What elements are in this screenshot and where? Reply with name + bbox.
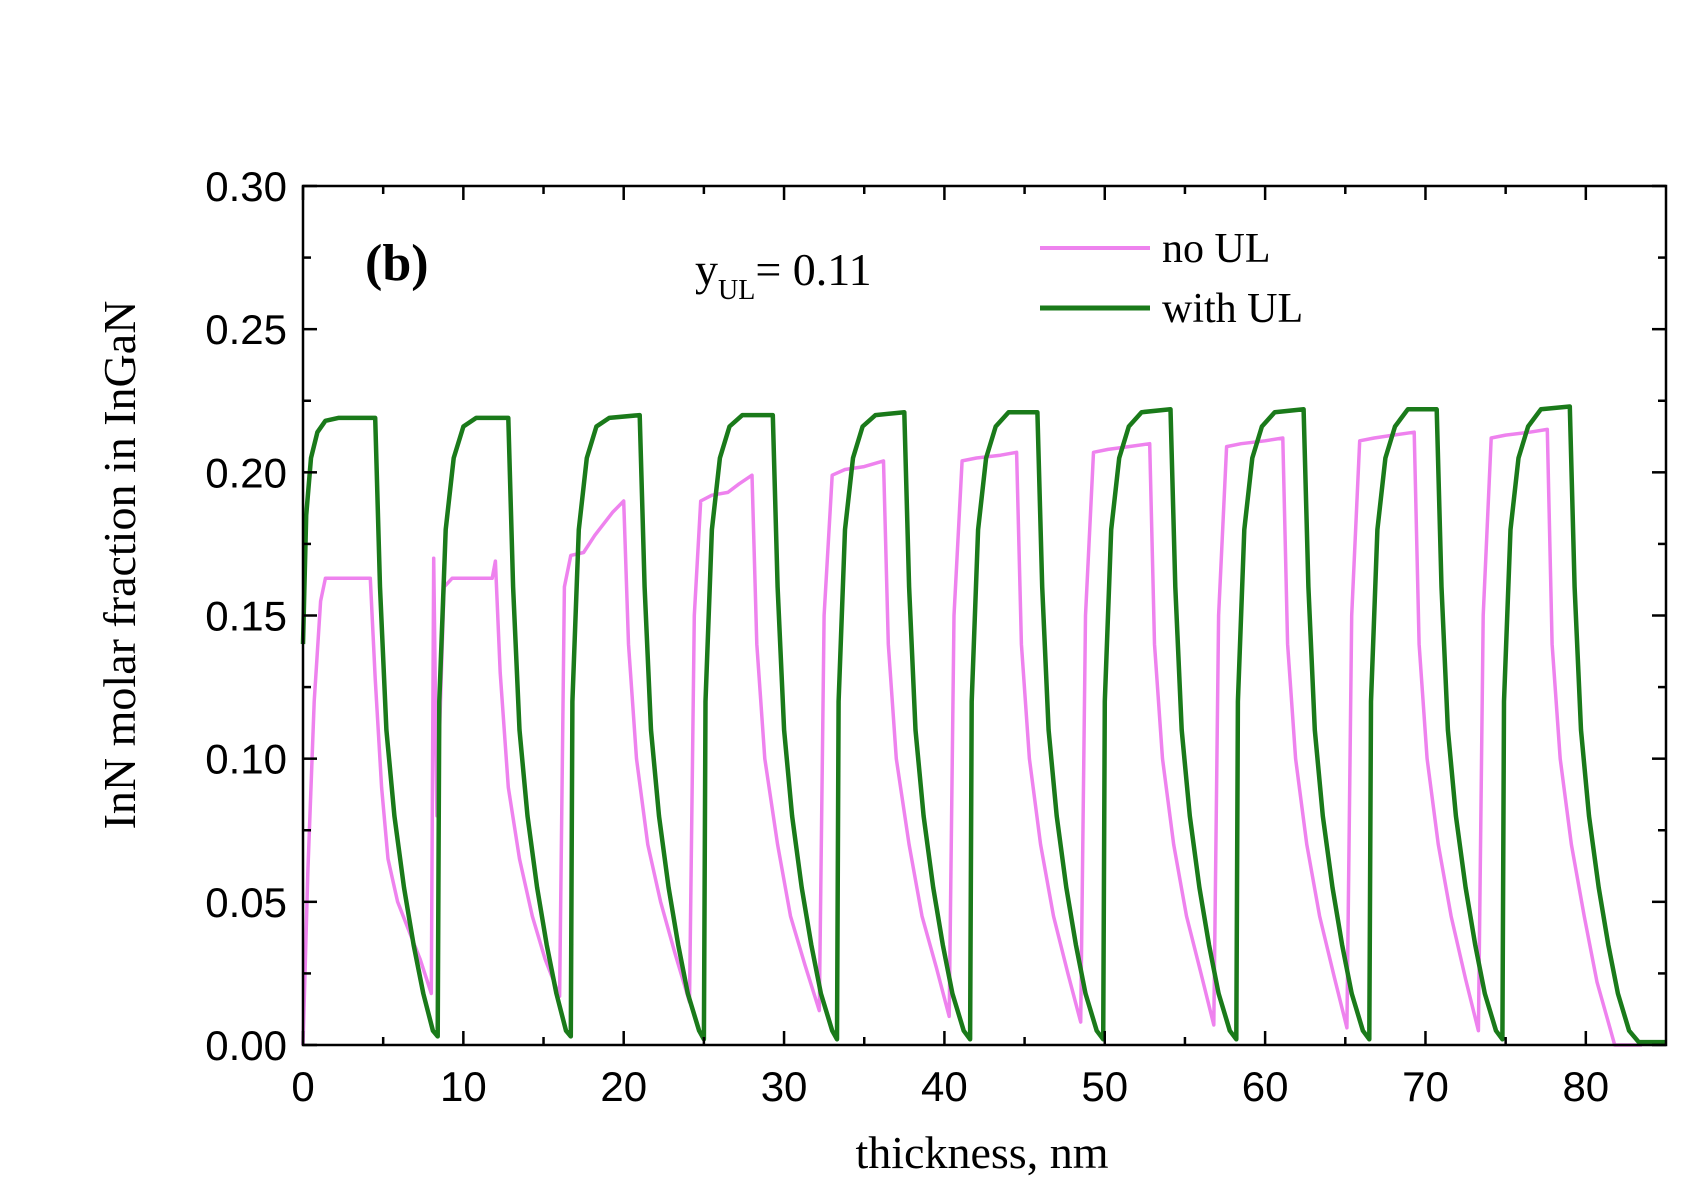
plot-area bbox=[300, 404, 1666, 1047]
series-line-no-ul bbox=[301, 427, 1642, 1047]
x-tick-label: 70 bbox=[1402, 1063, 1449, 1110]
legend: no UL with UL bbox=[1040, 226, 1303, 332]
series-line-with-ul bbox=[300, 404, 1666, 1045]
y-tick-label: 0.25 bbox=[205, 306, 287, 353]
annotation-value: = 0.11 bbox=[755, 244, 871, 295]
y-tick-label: 0.10 bbox=[205, 736, 287, 783]
annotation-yul: yUL= 0.11 bbox=[695, 244, 872, 306]
x-tick-label: 20 bbox=[600, 1063, 647, 1110]
x-tick-label: 80 bbox=[1562, 1063, 1609, 1110]
x-tick-label: 40 bbox=[921, 1063, 968, 1110]
x-tick-label: 50 bbox=[1081, 1063, 1128, 1110]
annotation-main: y bbox=[695, 244, 718, 295]
legend-label: no UL bbox=[1162, 226, 1271, 272]
y-tick-label: 0.15 bbox=[205, 593, 287, 640]
x-tick-label: 60 bbox=[1242, 1063, 1289, 1110]
axis-ticks bbox=[301, 184, 1666, 1047]
y-tick-label: 0.00 bbox=[205, 1022, 287, 1069]
x-axis-title: thickness, nm bbox=[856, 1127, 1109, 1178]
legend-label: with UL bbox=[1162, 286, 1303, 332]
x-tick-label: 10 bbox=[440, 1063, 487, 1110]
y-tick-label: 0.20 bbox=[205, 449, 287, 496]
panel-label: (b) bbox=[365, 235, 429, 292]
x-tick-label: 30 bbox=[761, 1063, 808, 1110]
y-axis-title: InN molar fraction in InGaN bbox=[94, 301, 145, 830]
annotation-subscript: UL bbox=[718, 275, 755, 306]
x-tick-label: 0 bbox=[291, 1063, 314, 1110]
axis-tick-labels: 0 10 20 30 40 50 60 70 80 0.00 0.05 0.10 0.15 0.20 0.2… bbox=[205, 163, 1609, 1110]
y-tick-label: 0.30 bbox=[205, 163, 287, 210]
y-tick-label: 0.05 bbox=[205, 879, 287, 926]
